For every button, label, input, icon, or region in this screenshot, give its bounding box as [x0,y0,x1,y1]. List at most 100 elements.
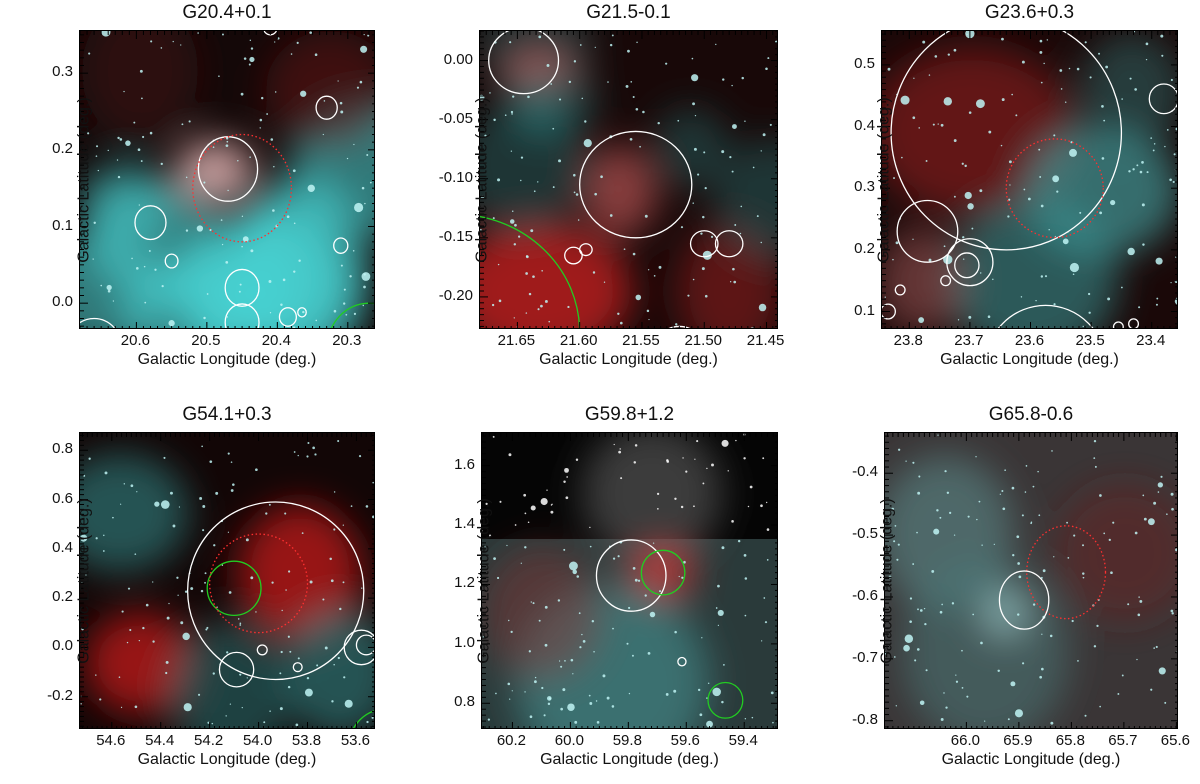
white-region-circle [882,303,896,320]
x-tick-label: 65.9 [1003,732,1033,749]
sky-image [80,31,374,328]
sky-image [80,433,374,728]
x-axis-label: Galactic Longitude (deg.) [137,351,317,368]
x-axis-label: Galactic Longitude (deg.) [941,751,1121,768]
x-axis-label: Galactic Longitude (deg.) [940,351,1119,368]
y-tick-label: 0.1 [854,301,875,319]
x-tick-label: 23.6 [1014,332,1045,349]
white-region-circle [714,230,744,258]
sky-image [482,433,777,728]
y-tick-label: 0.0 [52,293,73,311]
y-tick-label: -0.6 [852,586,878,604]
y-axis-label: Galactic Latitude (deg.) [875,96,893,263]
x-tick-label: 23.4 [1136,332,1166,349]
x-tick-label: 21.65 [497,332,536,349]
y-tick-label: 0.6 [52,489,73,507]
white-region-circle [297,307,307,318]
red-region-circle [1005,138,1104,239]
x-tick-label: 60.0 [554,732,584,749]
white-region-circle [134,205,167,241]
x-axis-label: Galactic Longitude (deg.) [539,351,718,368]
sky-image-panel [481,432,778,729]
x-axis-label: Galactic Longitude (deg.) [137,751,317,768]
green-region-circle [206,560,262,617]
x-tick-label: 20.6 [120,332,150,349]
x-tick-label: 59.8 [612,732,642,749]
x-tick-label: 21.60 [559,332,598,349]
y-tick-label: -0.20 [438,286,473,304]
sky-image-panel [79,432,375,729]
x-tick-label: 23.7 [954,332,984,349]
y-tick-label: 0.0 [52,637,73,655]
x-tick-label: 66.0 [950,732,980,749]
y-axis-label: Galactic Latitude (deg.) [475,497,493,664]
red-region-circle [192,133,293,243]
white-region-circle [488,31,560,95]
y-tick-label: -0.05 [438,109,473,127]
x-tick-label: 54.2 [194,732,224,749]
white-region-circle [186,501,365,681]
y-axis-label: Galactic Latitude (deg.) [75,497,93,664]
white-region-circle [677,656,687,667]
x-tick-label: 54.6 [96,732,126,749]
green-region-circle [707,681,744,719]
y-tick-label: 0.2 [52,588,73,606]
x-tick-label: 54.0 [242,732,273,749]
y-tick-label: 1.0 [454,633,475,651]
white-region-circle [80,317,116,328]
white-region-circle [689,230,719,258]
x-tick-label: 53.6 [340,732,371,749]
x-tick-label: 65.6 [1160,732,1190,749]
panel-title: G21.5-0.1 [586,2,671,23]
y-tick-label: -0.8 [852,710,878,728]
white-region-circle [954,252,980,279]
panel-title: G23.6+0.3 [984,2,1075,23]
white-region-circle [224,268,260,307]
sky-image-panel [881,30,1178,329]
white-region-circle [1128,318,1140,328]
x-tick-label: 21.55 [622,332,660,349]
x-tick-label: 21.50 [684,332,723,349]
y-tick-label: -0.7 [852,648,878,666]
y-tick-label: 0.4 [854,116,875,134]
y-tick-label: 0.1 [52,216,73,234]
white-region-circle [278,307,298,327]
panel-title: G65.8-0.6 [988,404,1074,425]
red-region-circle [209,533,309,634]
white-region-circle [256,644,268,656]
y-tick-label: -0.2 [47,686,73,704]
white-region-circle [1112,321,1124,328]
sky-image [480,31,777,328]
x-tick-label: 20.4 [261,332,291,349]
y-tick-label: -0.4 [852,463,878,481]
y-tick-label: -0.15 [438,227,473,245]
x-tick-label: 21.45 [746,332,785,349]
white-region-circle [224,303,260,328]
sky-image-panel [479,30,778,329]
y-tick-label: 1.2 [454,574,475,592]
y-tick-label: 0.8 [454,693,475,711]
white-region-circle [894,284,906,296]
y-tick-label: 0.5 [854,54,875,72]
white-region-circle [343,629,374,666]
panel-title: G20.4+0.1 [182,2,272,23]
white-region-circle [218,651,255,688]
x-tick-label: 60.2 [496,732,527,749]
x-tick-label: 59.4 [728,732,758,749]
y-axis-label: Galactic Latitude (deg.) [75,96,93,263]
white-region-circle [998,570,1050,630]
sky-image [882,31,1177,328]
x-tick-label: 65.7 [1108,732,1138,749]
x-tick-label: 23.5 [1075,332,1105,349]
white-region-circle [579,243,593,257]
x-tick-label: 54.4 [145,732,175,749]
sky-image-panel [884,432,1178,729]
white-region-circle [1148,83,1177,115]
white-region-circle [896,199,959,263]
y-tick-label: 0.8 [52,440,73,458]
y-tick-label: 0.00 [443,50,473,68]
x-tick-label: 65.8 [1055,732,1085,749]
x-tick-label: 20.3 [332,332,362,349]
white-region-circle [355,634,374,656]
white-region-circle [946,238,994,287]
